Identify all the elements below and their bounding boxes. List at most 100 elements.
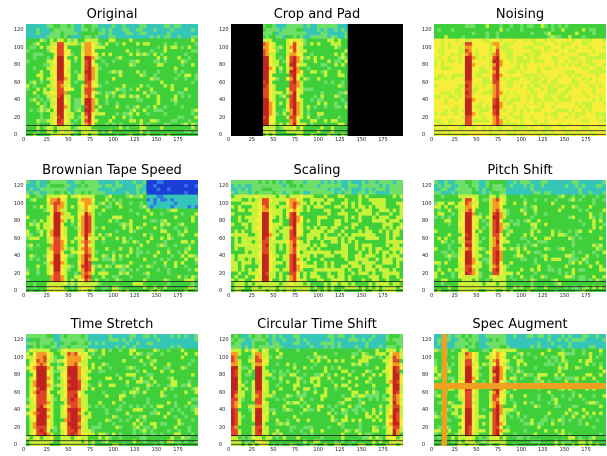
heatmap-cell: [530, 41, 535, 46]
heatmap-cell: [464, 24, 469, 29]
heatmap-cell: [63, 45, 68, 50]
heatmap-cell: [56, 101, 61, 106]
heatmap-cell: [513, 52, 518, 57]
heatmap-cell: [461, 27, 466, 32]
heatmap-cell: [153, 97, 158, 102]
heatmap-cell: [447, 101, 452, 106]
heatmap-cell: [458, 108, 463, 113]
heatmap-cell: [261, 48, 266, 53]
heatmap-cell: [56, 52, 61, 57]
heatmap-cell: [506, 41, 511, 46]
heatmap-cell: [279, 48, 284, 53]
heatmap-cell: [568, 76, 573, 81]
heatmap-cell: [544, 115, 549, 120]
heatmap-cell: [434, 24, 439, 29]
heatmap-cell: [303, 122, 308, 127]
heatmap-cell: [149, 111, 154, 116]
heatmap-cell: [115, 97, 120, 102]
heatmap-cell: [554, 97, 559, 102]
heatmap-cell: [167, 94, 172, 99]
heatmap-cell: [101, 45, 106, 50]
heatmap-cell: [156, 31, 161, 36]
heatmap-cell: [153, 80, 158, 85]
heatmap-cell: [592, 101, 597, 106]
heatmap-cell: [499, 125, 504, 130]
heatmap-cell: [575, 76, 580, 81]
heatmap-cell: [142, 108, 147, 113]
heatmap-cell: [118, 55, 123, 60]
heatmap-cell: [261, 104, 266, 109]
heatmap-cell: [139, 52, 144, 57]
heatmap-cell: [585, 90, 590, 95]
heatmap-cell: [585, 62, 590, 67]
heatmap-cell: [296, 90, 301, 95]
heatmap-cell: [60, 48, 65, 53]
heatmap-cell: [115, 48, 120, 53]
heatmap-cell: [568, 122, 573, 127]
heatmap-cell: [26, 125, 31, 130]
heatmap-cell: [32, 80, 37, 85]
heatmap-cell: [581, 104, 586, 109]
heatmap-cell: [118, 80, 123, 85]
heatmap-cell: [163, 111, 168, 116]
heatmap-cell: [434, 41, 439, 46]
heatmap-cell: [595, 24, 600, 29]
heatmap-cell: [310, 76, 315, 81]
heatmap-cell: [489, 111, 494, 116]
heatmap-cell: [588, 45, 593, 50]
heatmap-cell: [578, 94, 583, 99]
heatmap-cell: [142, 101, 147, 106]
heatmap-cell: [282, 104, 287, 109]
heatmap-cell: [163, 90, 168, 95]
heatmap-cell: [56, 31, 61, 36]
heatmap-cell: [575, 83, 580, 88]
heatmap-cell: [540, 73, 545, 78]
heatmap-cell: [29, 80, 34, 85]
heatmap-cell: [495, 38, 500, 43]
heatmap-cell: [571, 59, 576, 64]
heatmap-cell: [112, 31, 117, 36]
heatmap-cell: [122, 34, 127, 39]
heatmap-cell: [571, 31, 576, 36]
heatmap-cell: [129, 52, 134, 57]
heatmap-cell: [557, 45, 562, 50]
heatmap-cell: [499, 122, 504, 127]
heatmap-cell: [468, 94, 473, 99]
heatmap-cell: [292, 115, 297, 120]
heatmap-cell: [306, 104, 311, 109]
heatmap-cell: [26, 69, 31, 74]
heatmap-cell: [526, 52, 531, 57]
heatmap-cell: [272, 48, 277, 53]
heatmap-cell: [461, 76, 466, 81]
heatmap-cell: [561, 27, 566, 32]
heatmap-cell: [91, 104, 96, 109]
heatmap-cell: [454, 27, 459, 32]
heatmap-cell: [272, 108, 277, 113]
heatmap-cell: [499, 69, 504, 74]
heatmap-cell: [112, 55, 117, 60]
heatmap-cell: [499, 80, 504, 85]
heatmap-cell: [492, 87, 497, 92]
heatmap-cell: [194, 108, 198, 113]
heatmap-cell: [77, 48, 82, 53]
heatmap-cell: [571, 45, 576, 50]
heatmap-cell: [581, 90, 586, 95]
heatmap-cell: [63, 34, 68, 39]
heatmap-cell: [506, 73, 511, 78]
heatmap-cell: [571, 87, 576, 92]
heatmap-cell: [499, 97, 504, 102]
heatmap-cell: [533, 66, 538, 71]
heatmap-cell: [67, 38, 72, 43]
heatmap-cell: [177, 66, 182, 71]
heatmap-cell: [160, 48, 165, 53]
heatmap-cell: [492, 62, 497, 67]
heatmap-cell: [344, 76, 349, 81]
heatmap-cell: [454, 55, 459, 60]
heatmap-cell: [526, 62, 531, 67]
heatmap-cell: [87, 59, 92, 64]
x-tick-label: 25: [248, 137, 255, 143]
heatmap-cell: [344, 108, 349, 113]
heatmap-cell: [63, 66, 68, 71]
heatmap-cell: [60, 55, 65, 60]
heatmap-cell: [495, 34, 500, 39]
